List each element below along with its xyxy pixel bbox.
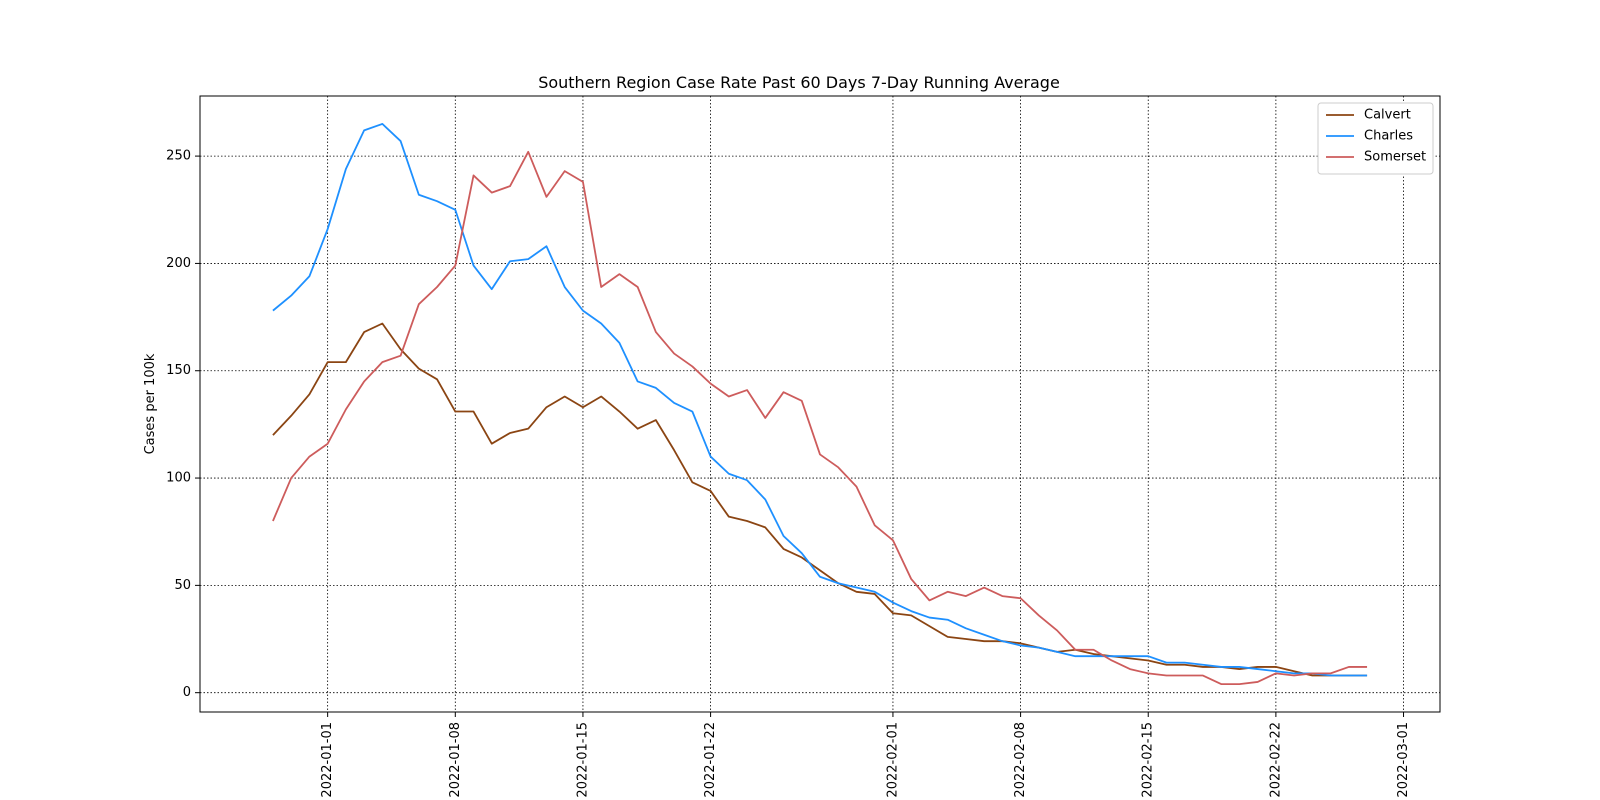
x-tick-label: 2022-01-08 xyxy=(448,722,463,798)
plot-frame xyxy=(199,95,1441,713)
y-tick-label: 250 xyxy=(166,149,191,164)
y-tick-label: 0 xyxy=(183,685,191,700)
y-axis-label: Cases per 100k xyxy=(143,353,158,454)
x-tick-label: 2022-02-08 xyxy=(1013,722,1028,798)
x-tick-label: 2022-01-15 xyxy=(575,722,590,798)
x-axis-ticks: 2022-01-01 2022-01-08 2022-01-15 2022-01-22… xyxy=(320,712,1411,798)
y-tick-label: 200 xyxy=(166,256,191,271)
x-tick-label: 2022-02-15 xyxy=(1141,722,1156,798)
y-tick-label: 150 xyxy=(166,363,191,378)
x-tick-label: 2022-03-01 xyxy=(1396,722,1411,798)
x-tick-label: 2022-02-01 xyxy=(885,722,900,798)
series-line-calvert xyxy=(272,322,1368,677)
grid xyxy=(200,96,1440,712)
y-tick-label: 50 xyxy=(174,578,191,593)
x-tick-label: 2022-02-22 xyxy=(1268,722,1283,798)
legend: Calvert Charles Somerset xyxy=(1317,102,1434,175)
y-tick-label: 100 xyxy=(166,471,191,486)
legend-label-charles: Charles xyxy=(1364,129,1413,144)
x-tick-label: 2022-01-22 xyxy=(703,722,718,798)
series-line-charles xyxy=(272,123,1368,677)
series-lines xyxy=(272,123,1368,685)
series-line-somerset xyxy=(272,150,1368,685)
legend-label-calvert: Calvert xyxy=(1364,108,1411,123)
chart-title: Southern Region Case Rate Past 60 Days 7… xyxy=(538,73,1060,92)
legend-label-somerset: Somerset xyxy=(1364,150,1426,165)
y-axis-ticks: 0 50 100 150 200 250 xyxy=(166,149,200,700)
x-tick-label: 2022-01-01 xyxy=(320,722,335,798)
